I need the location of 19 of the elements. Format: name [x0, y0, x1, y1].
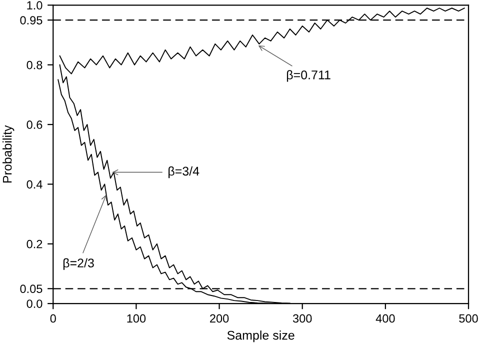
y-tick-label: 0.05: [20, 284, 42, 294]
y-tick-label: 0.0: [26, 300, 42, 308]
y-tick-label: 0.8: [26, 60, 42, 70]
annotation: β=3/4: [168, 166, 200, 178]
y-axis-title: Probability: [2, 125, 14, 183]
y-tick-label: 1.0: [27, 1, 42, 10]
x-tick-label: 400: [376, 314, 395, 323]
y-tick-label: 0.6: [26, 120, 42, 129]
y-tick-label: 0.4: [26, 180, 42, 189]
x-tick-label: 500: [459, 314, 478, 323]
x-tick-label: 100: [127, 314, 146, 323]
x-tick-label: 300: [292, 314, 312, 323]
y-tick-label: 0.2: [26, 240, 42, 248]
x-axis-title: Sample size: [227, 330, 294, 342]
x-tick-label: 0: [50, 314, 56, 323]
annotation: β=0.711: [286, 70, 330, 82]
y-tick-label: 0.95: [20, 16, 42, 24]
annotation: β=2/3: [63, 258, 94, 270]
x-tick-label: 200: [210, 314, 229, 323]
